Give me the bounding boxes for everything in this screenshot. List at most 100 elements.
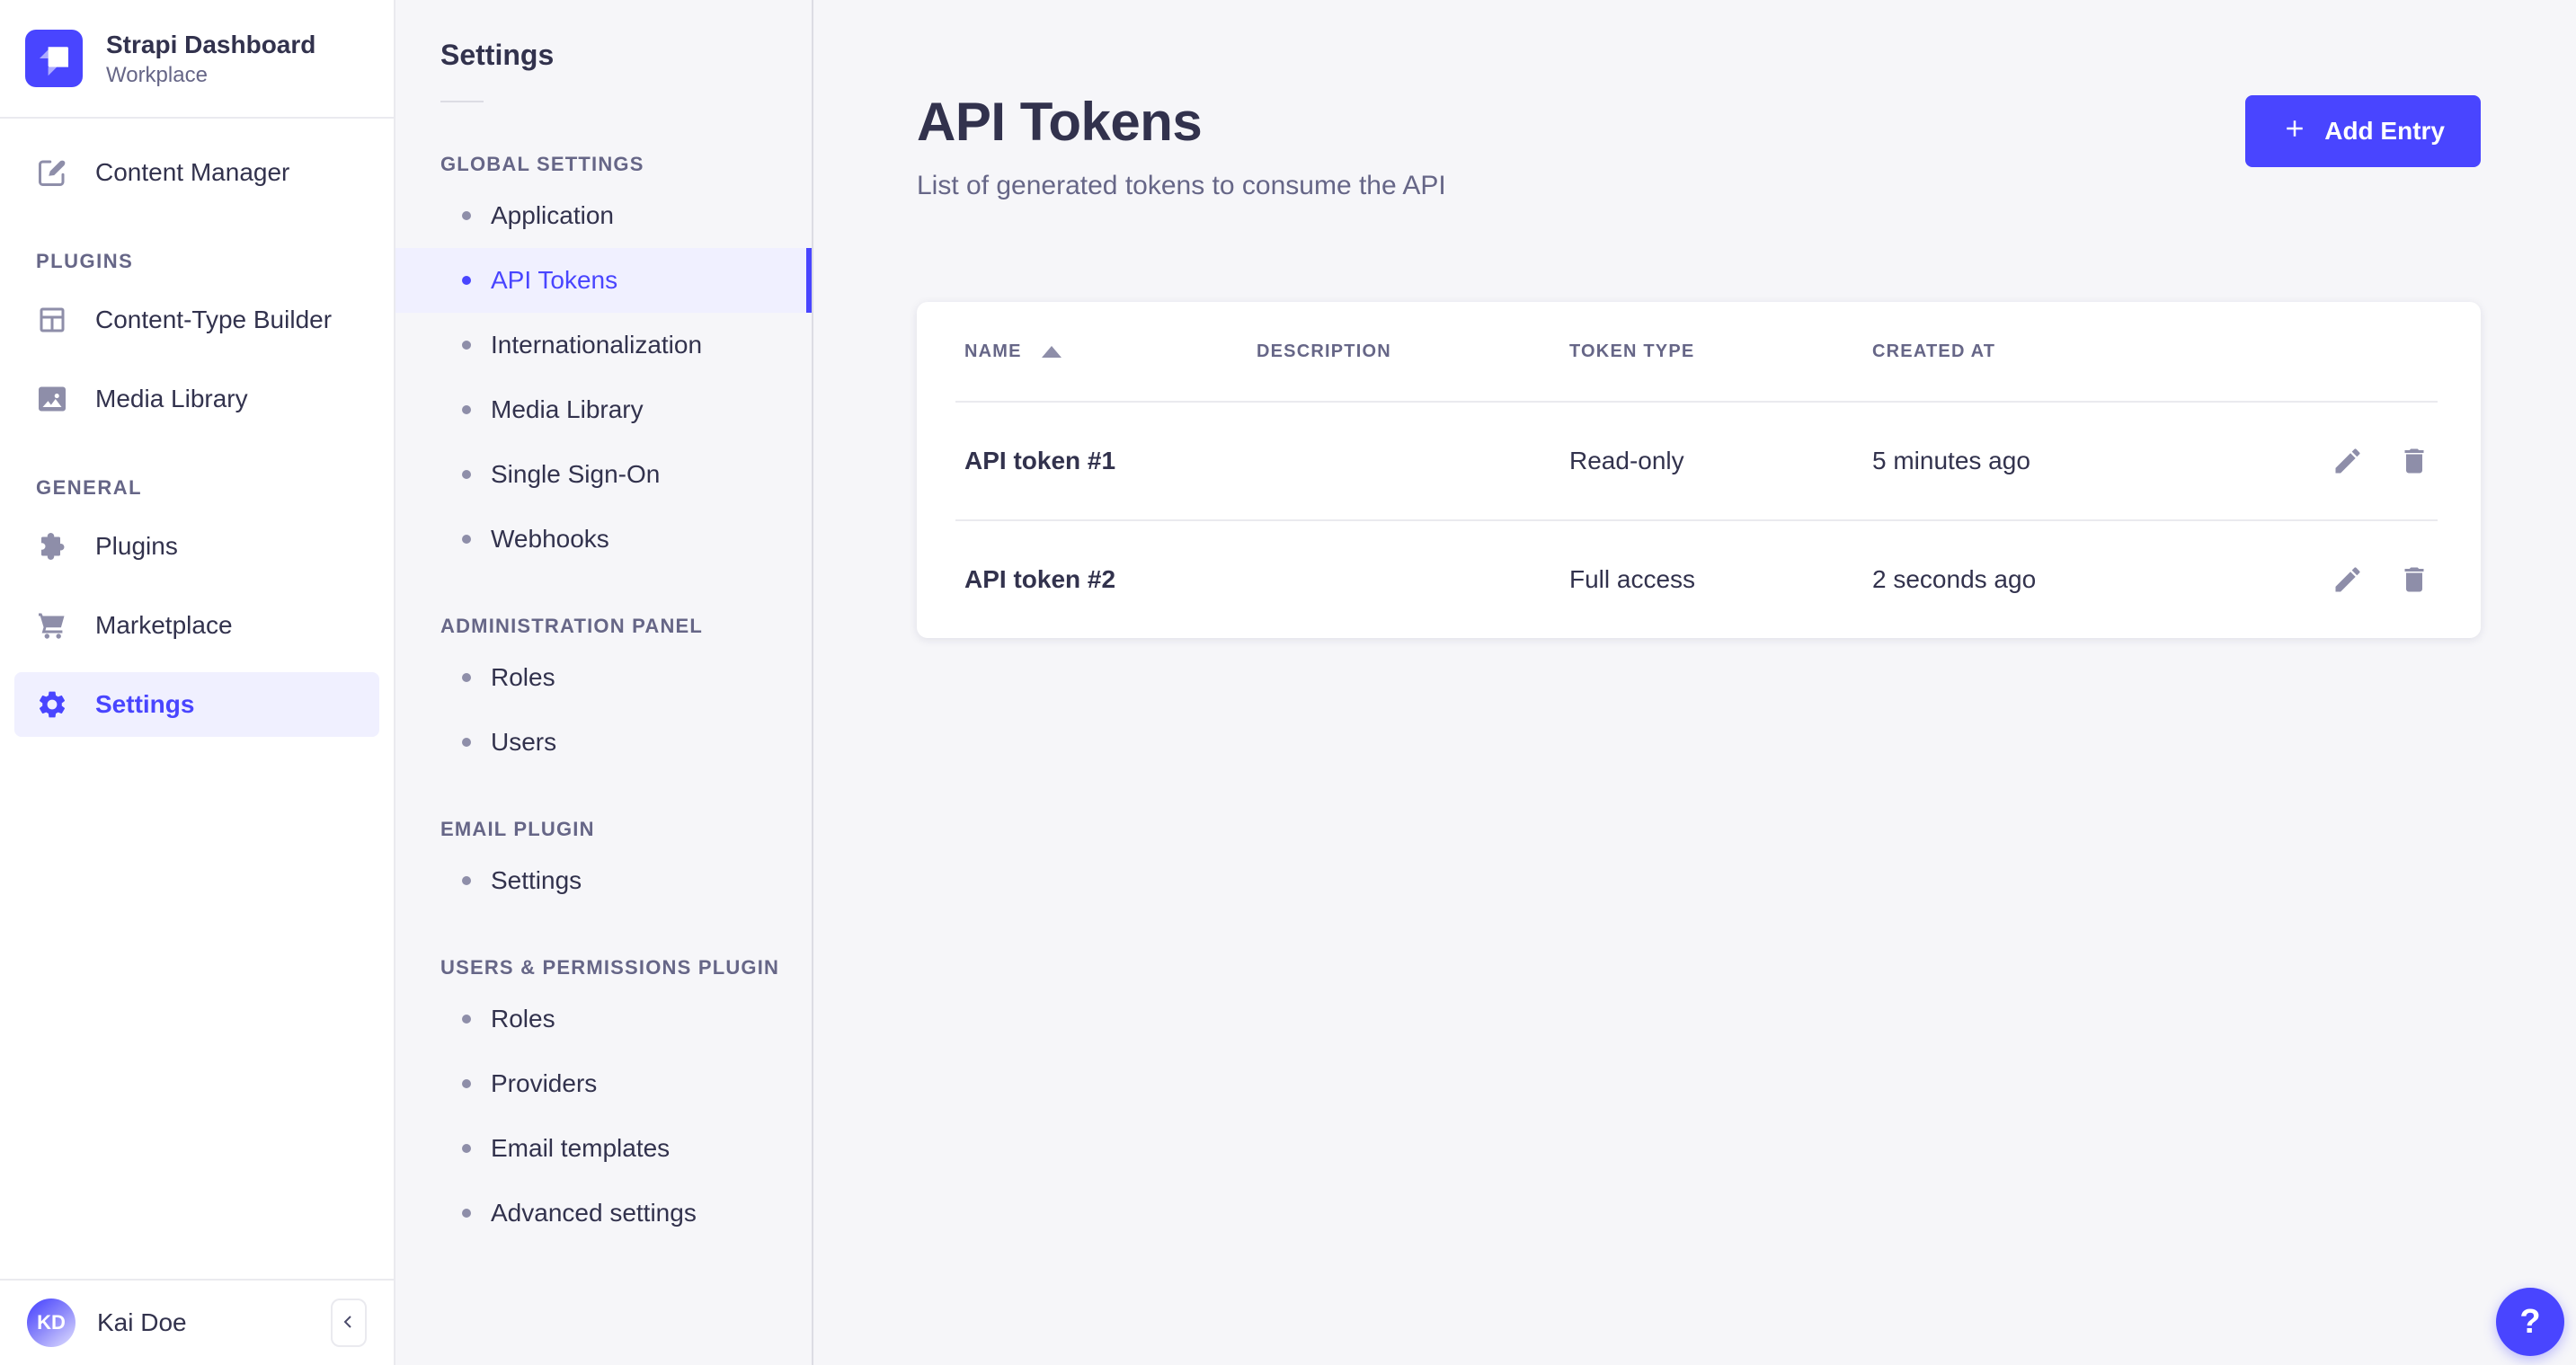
workspace-brand[interactable]: Strapi Dashboard Workplace bbox=[0, 0, 394, 119]
gear-icon bbox=[36, 688, 68, 721]
column-header-created-at[interactable]: CREATED AT bbox=[1872, 341, 1996, 361]
subnav-section-global-settings: GLOBAL SETTINGS bbox=[440, 153, 644, 175]
delete-button[interactable] bbox=[2398, 563, 2430, 596]
column-header-description[interactable]: DESCRIPTION bbox=[1257, 341, 1391, 361]
subnav-item-label: Roles bbox=[491, 1005, 555, 1033]
subnav-item-single-sign-on[interactable]: Single Sign-On bbox=[395, 442, 812, 507]
subnav-item-up-roles[interactable]: Roles bbox=[395, 987, 812, 1051]
table-row[interactable]: API token #2 Full access 2 seconds ago bbox=[917, 521, 2481, 638]
bullet-icon bbox=[462, 1144, 471, 1153]
sidebar-item-label: Marketplace bbox=[95, 611, 233, 639]
plus-icon bbox=[2281, 115, 2308, 148]
bullet-icon bbox=[462, 738, 471, 747]
page-header: API Tokens List of generated tokens to c… bbox=[917, 0, 2481, 201]
subnav-divider bbox=[440, 101, 484, 102]
subnav-item-label: Webhooks bbox=[491, 525, 609, 553]
chevron-left-icon bbox=[338, 1311, 360, 1335]
column-header-label: NAME bbox=[964, 341, 1022, 361]
subnav-item-providers[interactable]: Providers bbox=[395, 1051, 812, 1116]
settings-subnav: Settings GLOBAL SETTINGS Application API… bbox=[395, 0, 813, 1365]
puzzle-icon bbox=[36, 530, 68, 563]
page-title: API Tokens bbox=[917, 92, 1203, 152]
sidebar-nav: Content Manager PLUGINS Content-Type Bui… bbox=[0, 119, 394, 1279]
main-sidebar: Strapi Dashboard Workplace Content Manag… bbox=[0, 0, 395, 1365]
user-name: Kai Doe bbox=[97, 1308, 187, 1336]
add-entry-button[interactable]: Add Entry bbox=[2245, 95, 2481, 167]
cart-icon bbox=[36, 609, 68, 642]
table-divider bbox=[955, 401, 2438, 403]
bullet-icon bbox=[462, 276, 471, 285]
sidebar-item-label: Media Library bbox=[95, 385, 248, 412]
subnav-section-users-permissions-plugin: USERS & PERMISSIONS PLUGIN bbox=[440, 956, 780, 979]
strapi-logo-icon bbox=[25, 30, 83, 87]
subnav-item-admin-roles[interactable]: Roles bbox=[395, 645, 812, 710]
brand-name: Strapi Dashboard bbox=[106, 31, 316, 58]
collapse-sidebar-button[interactable] bbox=[331, 1299, 367, 1347]
table-header-row: NAME DESCRIPTION TOKEN TYPE CREATED AT bbox=[917, 302, 2481, 401]
row-actions bbox=[2278, 563, 2430, 596]
token-type: Full access bbox=[1569, 565, 1696, 593]
sidebar-item-settings[interactable]: Settings bbox=[14, 672, 379, 737]
sort-ascending-icon[interactable] bbox=[1041, 345, 1061, 358]
bullet-icon bbox=[462, 470, 471, 479]
subnav-item-label: Providers bbox=[491, 1069, 598, 1097]
subnav-item-media-library[interactable]: Media Library bbox=[395, 377, 812, 442]
sidebar-item-media-library[interactable]: Media Library bbox=[0, 359, 394, 439]
sidebar-item-content-manager[interactable]: Content Manager bbox=[0, 133, 394, 212]
pen-icon bbox=[36, 156, 68, 189]
avatar[interactable]: KD bbox=[27, 1299, 76, 1347]
subnav-item-label: Internationalization bbox=[491, 331, 703, 359]
column-header-token-type[interactable]: TOKEN TYPE bbox=[1569, 341, 1695, 361]
tokens-table-card: NAME DESCRIPTION TOKEN TYPE CREATED AT A… bbox=[917, 302, 2481, 638]
main-content: API Tokens List of generated tokens to c… bbox=[813, 0, 2576, 1365]
subnav-section-email-plugin: EMAIL PLUGIN bbox=[440, 818, 595, 840]
add-entry-label: Add Entry bbox=[2324, 117, 2445, 145]
bullet-icon bbox=[462, 211, 471, 220]
pencil-icon bbox=[2332, 563, 2364, 596]
edit-button[interactable] bbox=[2332, 563, 2364, 596]
bullet-icon bbox=[462, 1079, 471, 1088]
user-row: KD Kai Doe bbox=[0, 1279, 394, 1365]
sidebar-item-content-type-builder[interactable]: Content-Type Builder bbox=[0, 280, 394, 359]
subnav-item-label: Users bbox=[491, 728, 557, 756]
subnav-title: Settings bbox=[440, 39, 555, 71]
subnav-item-api-tokens[interactable]: API Tokens bbox=[395, 248, 812, 313]
row-actions bbox=[2278, 445, 2430, 477]
sidebar-item-marketplace[interactable]: Marketplace bbox=[0, 586, 394, 665]
sidebar-section-plugins: PLUGINS bbox=[36, 250, 134, 272]
subnav-item-label: Advanced settings bbox=[491, 1199, 697, 1227]
subnav-section-administration-panel: ADMINISTRATION PANEL bbox=[440, 615, 704, 637]
pencil-icon bbox=[2332, 445, 2364, 477]
subnav-item-internationalization[interactable]: Internationalization bbox=[395, 313, 812, 377]
token-type: Read-only bbox=[1569, 447, 1684, 474]
token-name: API token #1 bbox=[964, 447, 1116, 474]
sidebar-item-plugins[interactable]: Plugins bbox=[0, 507, 394, 586]
subnav-item-advanced-settings[interactable]: Advanced settings bbox=[395, 1181, 812, 1245]
sidebar-item-label: Settings bbox=[95, 690, 195, 718]
subnav-item-admin-users[interactable]: Users bbox=[395, 710, 812, 775]
subnav-item-label: Roles bbox=[491, 663, 555, 691]
subnav-item-email-templates[interactable]: Email templates bbox=[395, 1116, 812, 1181]
column-header-name[interactable]: NAME bbox=[964, 341, 1257, 362]
trash-icon bbox=[2398, 445, 2430, 477]
sidebar-item-label: Content Manager bbox=[95, 158, 290, 186]
bullet-icon bbox=[462, 405, 471, 414]
sidebar-item-label: Content-Type Builder bbox=[95, 306, 333, 333]
token-created-at: 2 seconds ago bbox=[1872, 565, 2037, 593]
subnav-item-email-settings[interactable]: Settings bbox=[395, 848, 812, 913]
subnav-item-webhooks[interactable]: Webhooks bbox=[395, 507, 812, 572]
delete-button[interactable] bbox=[2398, 445, 2430, 477]
subnav-item-label: Email templates bbox=[491, 1134, 671, 1162]
bullet-icon bbox=[462, 1209, 471, 1218]
workspace-name: Workplace bbox=[106, 63, 208, 87]
bullet-icon bbox=[462, 673, 471, 682]
edit-button[interactable] bbox=[2332, 445, 2364, 477]
trash-icon bbox=[2398, 563, 2430, 596]
help-button[interactable]: ? bbox=[2496, 1288, 2564, 1356]
subnav-item-label: Application bbox=[491, 201, 614, 229]
table-row[interactable]: API token #1 Read-only 5 minutes ago bbox=[917, 403, 2481, 519]
subnav-item-application[interactable]: Application bbox=[395, 183, 812, 248]
subnav-item-label: Settings bbox=[491, 866, 582, 894]
bullet-icon bbox=[462, 535, 471, 544]
sidebar-section-general: GENERAL bbox=[36, 476, 143, 499]
